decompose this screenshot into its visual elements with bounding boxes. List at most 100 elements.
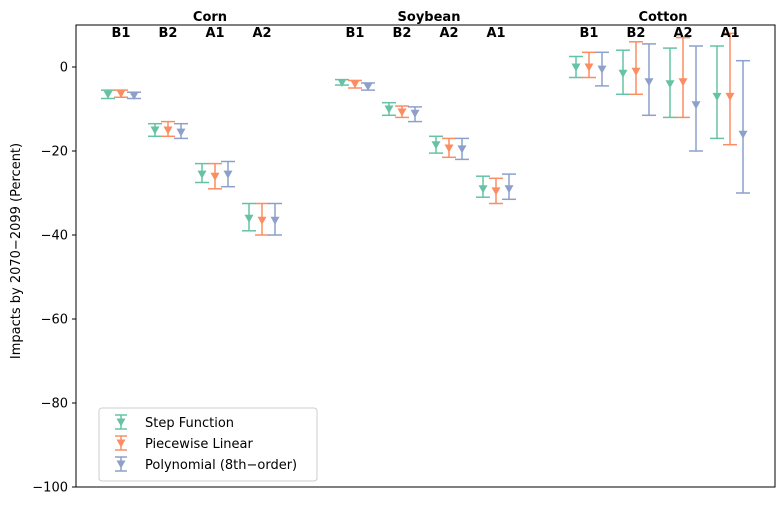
scenario-label: A2: [252, 26, 271, 41]
legend-label: Piecewise Linear: [145, 437, 254, 452]
data-point-marker: [103, 90, 113, 99]
data-point-marker: [223, 170, 233, 179]
legend-label: Step Function: [145, 416, 234, 431]
errorbar-point: [242, 202, 256, 232]
errorbar-point: [382, 101, 396, 117]
errorbar-point: [114, 89, 128, 98]
errorbar-point: [408, 106, 422, 123]
data-point-marker: [504, 185, 514, 194]
data-point-marker: [150, 126, 160, 135]
data-point-marker: [444, 144, 454, 153]
data-point-marker: [725, 92, 735, 101]
data-point-marker: [665, 80, 675, 89]
y-tick-label: −80: [41, 397, 68, 412]
y-tick-label: −100: [32, 481, 68, 496]
data-point-marker: [397, 108, 407, 117]
crop-label: Soybean: [398, 10, 461, 25]
scenario-label: A1: [486, 26, 505, 41]
data-point-marker: [712, 92, 722, 101]
data-point-marker: [678, 78, 688, 87]
y-tick-label: 0: [60, 61, 68, 76]
legend-marker: [116, 460, 126, 469]
errorbar-point: [455, 137, 469, 161]
errorbar-point: [642, 43, 656, 117]
legend: Step Function Piecewise Linear Polynomial …: [98, 407, 318, 482]
data-point-marker: [350, 80, 360, 89]
errorbar-point: [335, 78, 349, 88]
scenario-label: A1: [720, 26, 739, 41]
errorbar-point: [208, 162, 222, 190]
errorbar-point: [101, 89, 115, 100]
data-point-marker: [491, 187, 501, 196]
data-point-marker: [176, 128, 186, 137]
data-point-marker: [384, 105, 394, 114]
y-tick-label: −20: [41, 145, 68, 160]
data-point-marker: [163, 126, 173, 135]
errorbar-point: [442, 137, 456, 159]
scenario-label: A2: [673, 26, 692, 41]
data-point-marker: [197, 170, 207, 179]
errorbar-point: [710, 45, 724, 140]
scenario-label: A2: [439, 26, 458, 41]
scenario-label: A1: [205, 26, 224, 41]
errorbar-point: [348, 79, 362, 89]
errorbar-point: [361, 82, 375, 91]
errorbar-point: [663, 47, 677, 119]
errorbar-point: [629, 41, 643, 96]
y-tick-label: −40: [41, 229, 68, 244]
scenario-label: B2: [393, 26, 412, 41]
scenario-label: B1: [580, 26, 599, 41]
data-point-marker: [244, 214, 254, 223]
legend-item: Piecewise Linear: [115, 435, 254, 452]
errorbar-point: [502, 173, 516, 201]
errorbar-point: [221, 160, 235, 188]
errorbar-point: [616, 49, 630, 96]
legend-item: Polynomial (8th−order): [115, 456, 297, 473]
errorbar-point: [127, 91, 141, 101]
legend-marker: [116, 418, 126, 427]
data-point-marker: [337, 79, 347, 88]
scenario-label: B2: [627, 26, 646, 41]
errorbar-point: [429, 135, 443, 154]
crop-label: Corn: [193, 10, 227, 25]
errorbar-point: [569, 55, 583, 79]
errorbar-point: [268, 202, 282, 236]
data-point-marker: [571, 63, 581, 72]
data-point-marker: [597, 65, 607, 74]
scenario-label: B2: [159, 26, 178, 41]
errorbar-point: [676, 36, 690, 119]
errorbar-point: [174, 122, 188, 140]
data-point-marker: [210, 172, 220, 181]
errorbar-point: [489, 177, 503, 205]
data-point-marker: [457, 145, 467, 154]
data-point-marker: [363, 82, 373, 91]
data-point-marker: [270, 216, 280, 225]
scenario-label: B1: [346, 26, 365, 41]
y-tick-label: −60: [41, 313, 68, 328]
scenario-label: B1: [112, 26, 131, 41]
data-point-marker: [738, 130, 748, 139]
data-point-marker: [129, 92, 139, 101]
legend-marker: [116, 439, 126, 448]
errorbar-point: [148, 122, 162, 138]
data-point-marker: [631, 67, 641, 76]
data-point-marker: [410, 109, 420, 118]
data-point-marker: [618, 69, 628, 78]
errorbar-point: [476, 175, 490, 198]
y-axis-label: Impacts by 2070−2099 (Percent): [9, 143, 24, 359]
data-point-marker: [431, 141, 441, 150]
errorbar-point: [161, 120, 175, 138]
errorbar-point: [582, 51, 596, 79]
legend-box: [98, 407, 318, 482]
errorbar-point: [689, 45, 703, 152]
plot-frame: [75, 24, 776, 488]
data-point-marker: [257, 216, 267, 225]
data-point-marker: [478, 185, 488, 194]
errorbar-point: [736, 59, 750, 194]
crop-label: Cotton: [638, 10, 687, 25]
errorbar-point: [195, 162, 209, 184]
legend-label: Polynomial (8th−order): [145, 458, 297, 473]
legend-item: Step Function: [115, 414, 234, 431]
